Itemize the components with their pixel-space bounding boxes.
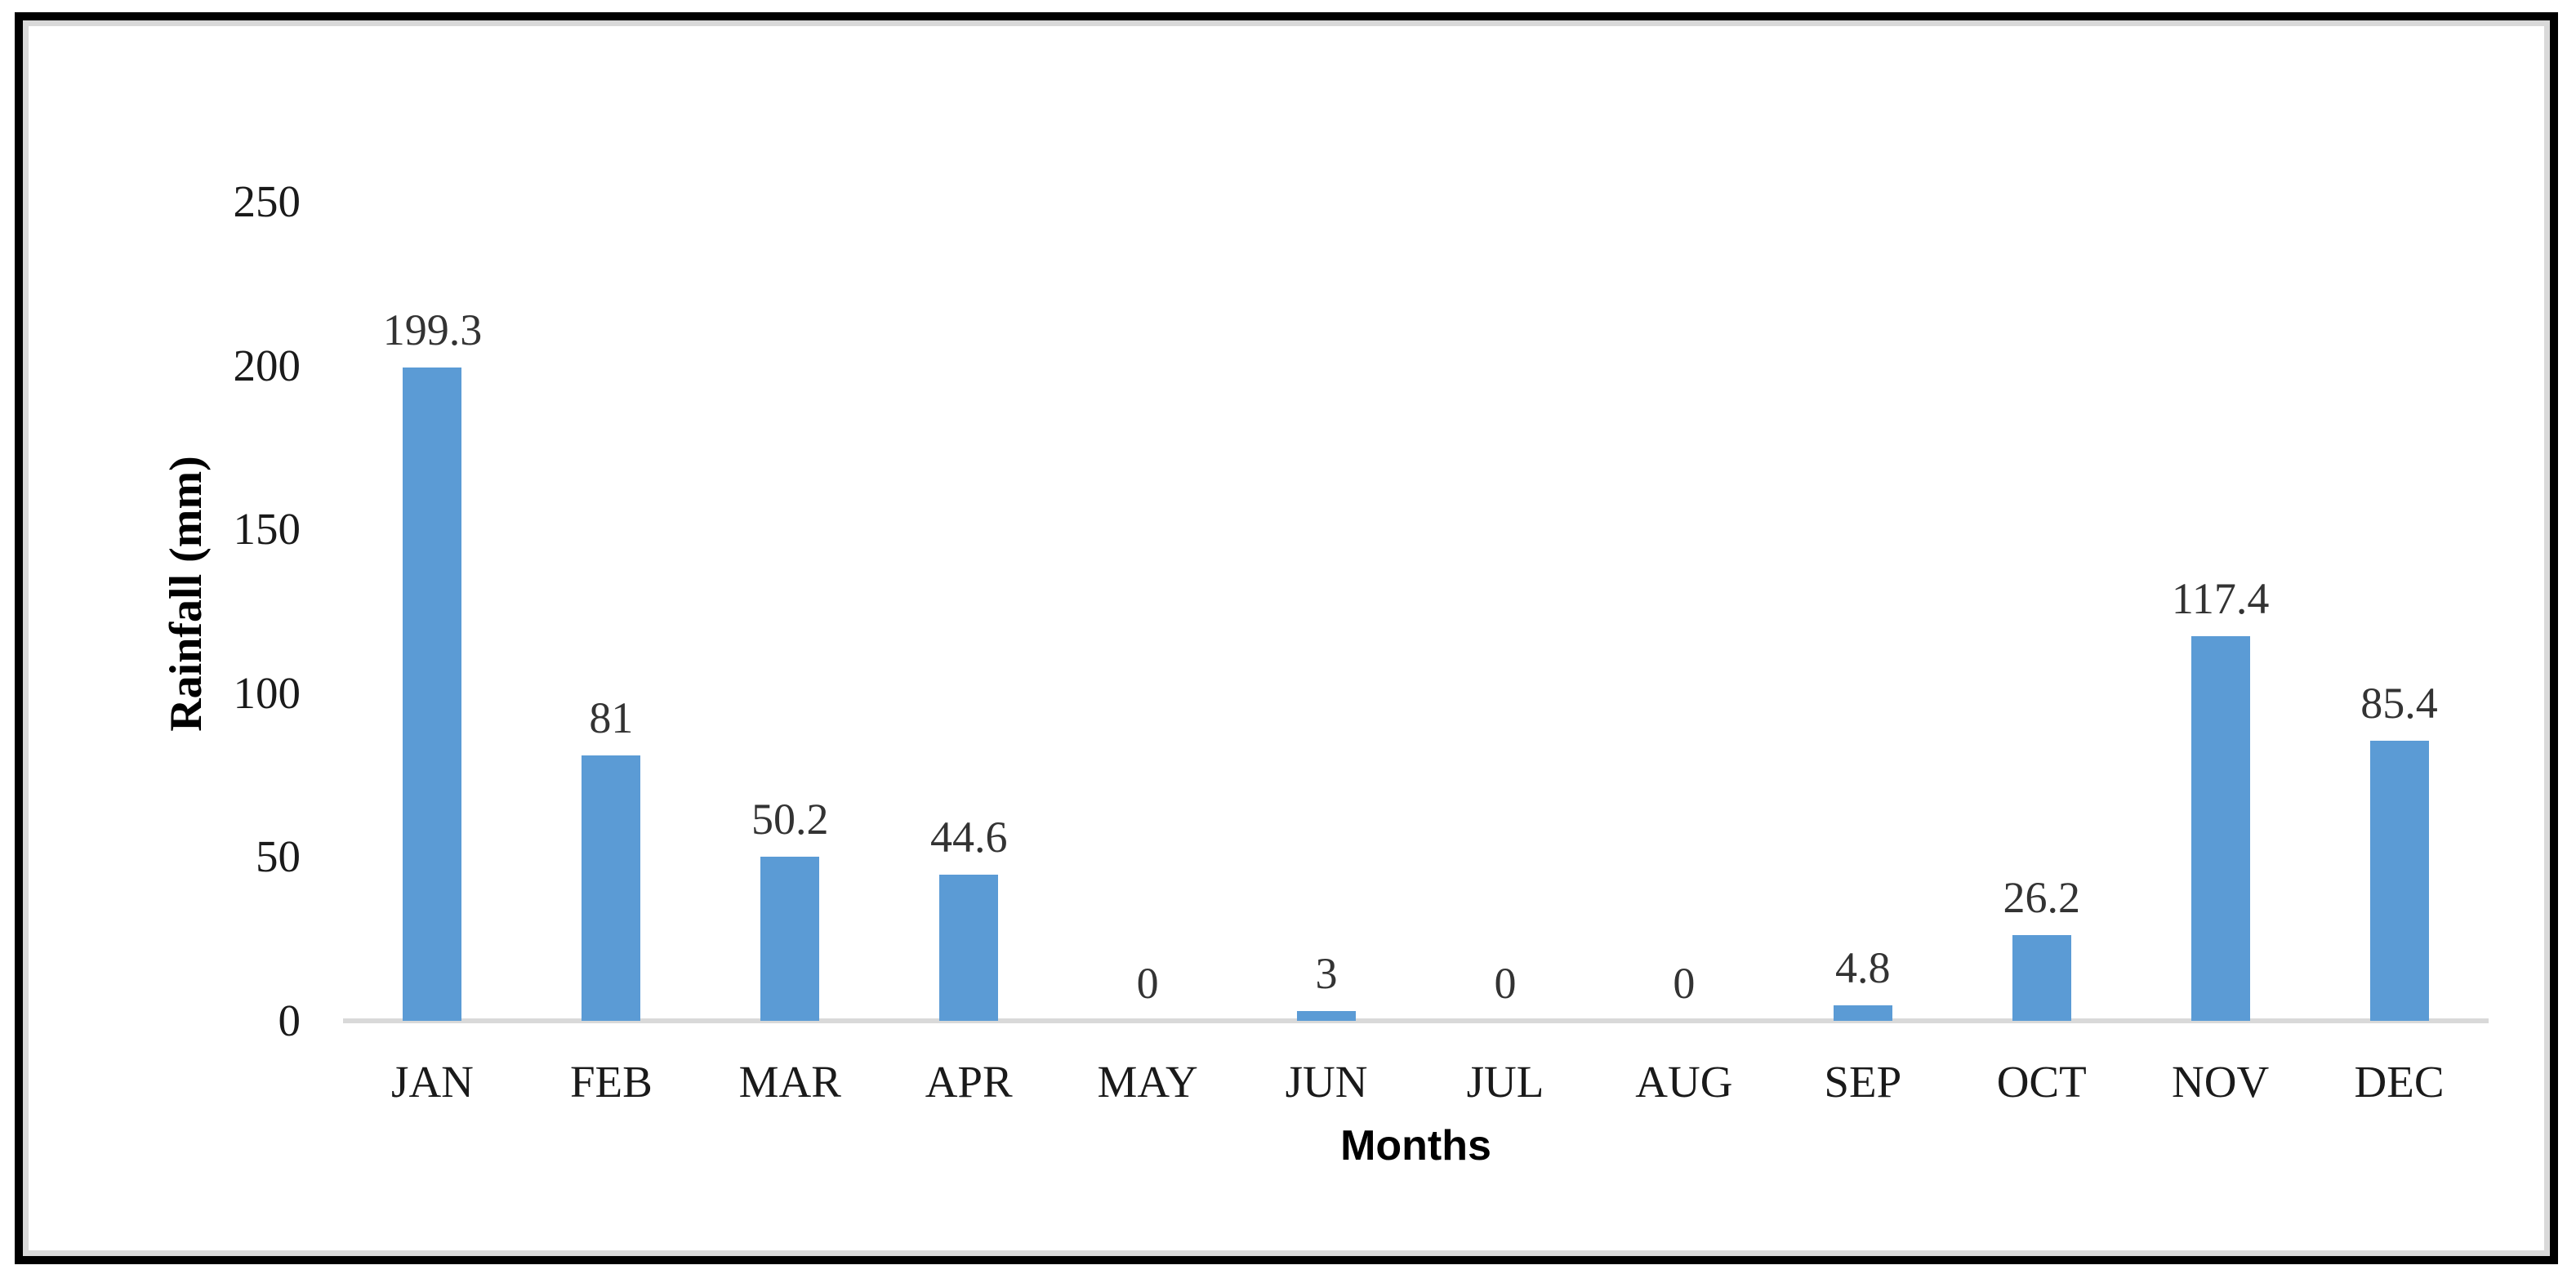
x-tick-label-sep: SEP (1824, 1057, 1902, 1107)
x-tick-label-nov: NOV (2172, 1057, 2270, 1107)
bar-nov (2190, 636, 2250, 1021)
data-label-apr: 44.6 (929, 813, 1008, 862)
x-tick-label-aug: AUG (1635, 1057, 1733, 1107)
bar-apr (939, 875, 999, 1021)
bar-jun (1297, 1010, 1357, 1021)
x-tick-label-jun: JUN (1285, 1057, 1368, 1107)
bar-jan (403, 368, 462, 1021)
x-tick-label-feb: FEB (569, 1057, 653, 1107)
y-tick-label: 150 (233, 504, 301, 555)
data-label-may: 0 (1136, 959, 1159, 1008)
y-tick-label: 50 (256, 831, 301, 882)
bar-sep (1833, 1005, 1892, 1021)
bar-dec (2369, 741, 2429, 1021)
y-tick-label: 250 (233, 176, 301, 226)
y-tick-label: 200 (233, 340, 301, 390)
plot-area: 0 50 100 150 200 250 199.3 JAN 81 FEB 50.2 MAR 44.6 A… (234, 177, 2489, 1107)
x-axis-title: Months (1340, 1122, 1491, 1169)
y-tick-label: 0 (278, 996, 301, 1045)
figure-border: Rainfall (mm) 0 50 100 150 200 250 199.3 JAN 81 F… (15, 12, 2558, 1264)
bar-feb (582, 755, 641, 1021)
x-tick-label-apr: APR (925, 1057, 1013, 1107)
x-tick-label-oct: OCT (1996, 1057, 2087, 1107)
x-axis-line (343, 1018, 2489, 1023)
data-label-sep: 4.8 (1835, 942, 1891, 992)
x-tick-label-jul: JUL (1466, 1057, 1544, 1107)
x-tick-label-mar: MAR (738, 1057, 841, 1107)
data-label-nov: 117.4 (2171, 574, 2270, 623)
x-tick-label-jan: JAN (391, 1057, 474, 1107)
x-tick-label-dec: DEC (2354, 1057, 2445, 1107)
data-label-oct: 26.2 (2003, 872, 2080, 922)
x-tick-label-may: MAY (1097, 1057, 1198, 1107)
data-label-feb: 81 (589, 693, 634, 743)
data-label-aug: 0 (1673, 959, 1696, 1008)
data-label-jun: 3 (1315, 948, 1338, 998)
y-tick-label: 100 (233, 667, 301, 718)
data-label-jan: 199.3 (382, 305, 483, 355)
bar-mar (760, 856, 820, 1021)
bar-oct (2012, 934, 2071, 1021)
data-label-jul: 0 (1494, 959, 1517, 1008)
data-label-mar: 50.2 (751, 794, 829, 844)
data-label-dec: 85.4 (2360, 679, 2438, 728)
